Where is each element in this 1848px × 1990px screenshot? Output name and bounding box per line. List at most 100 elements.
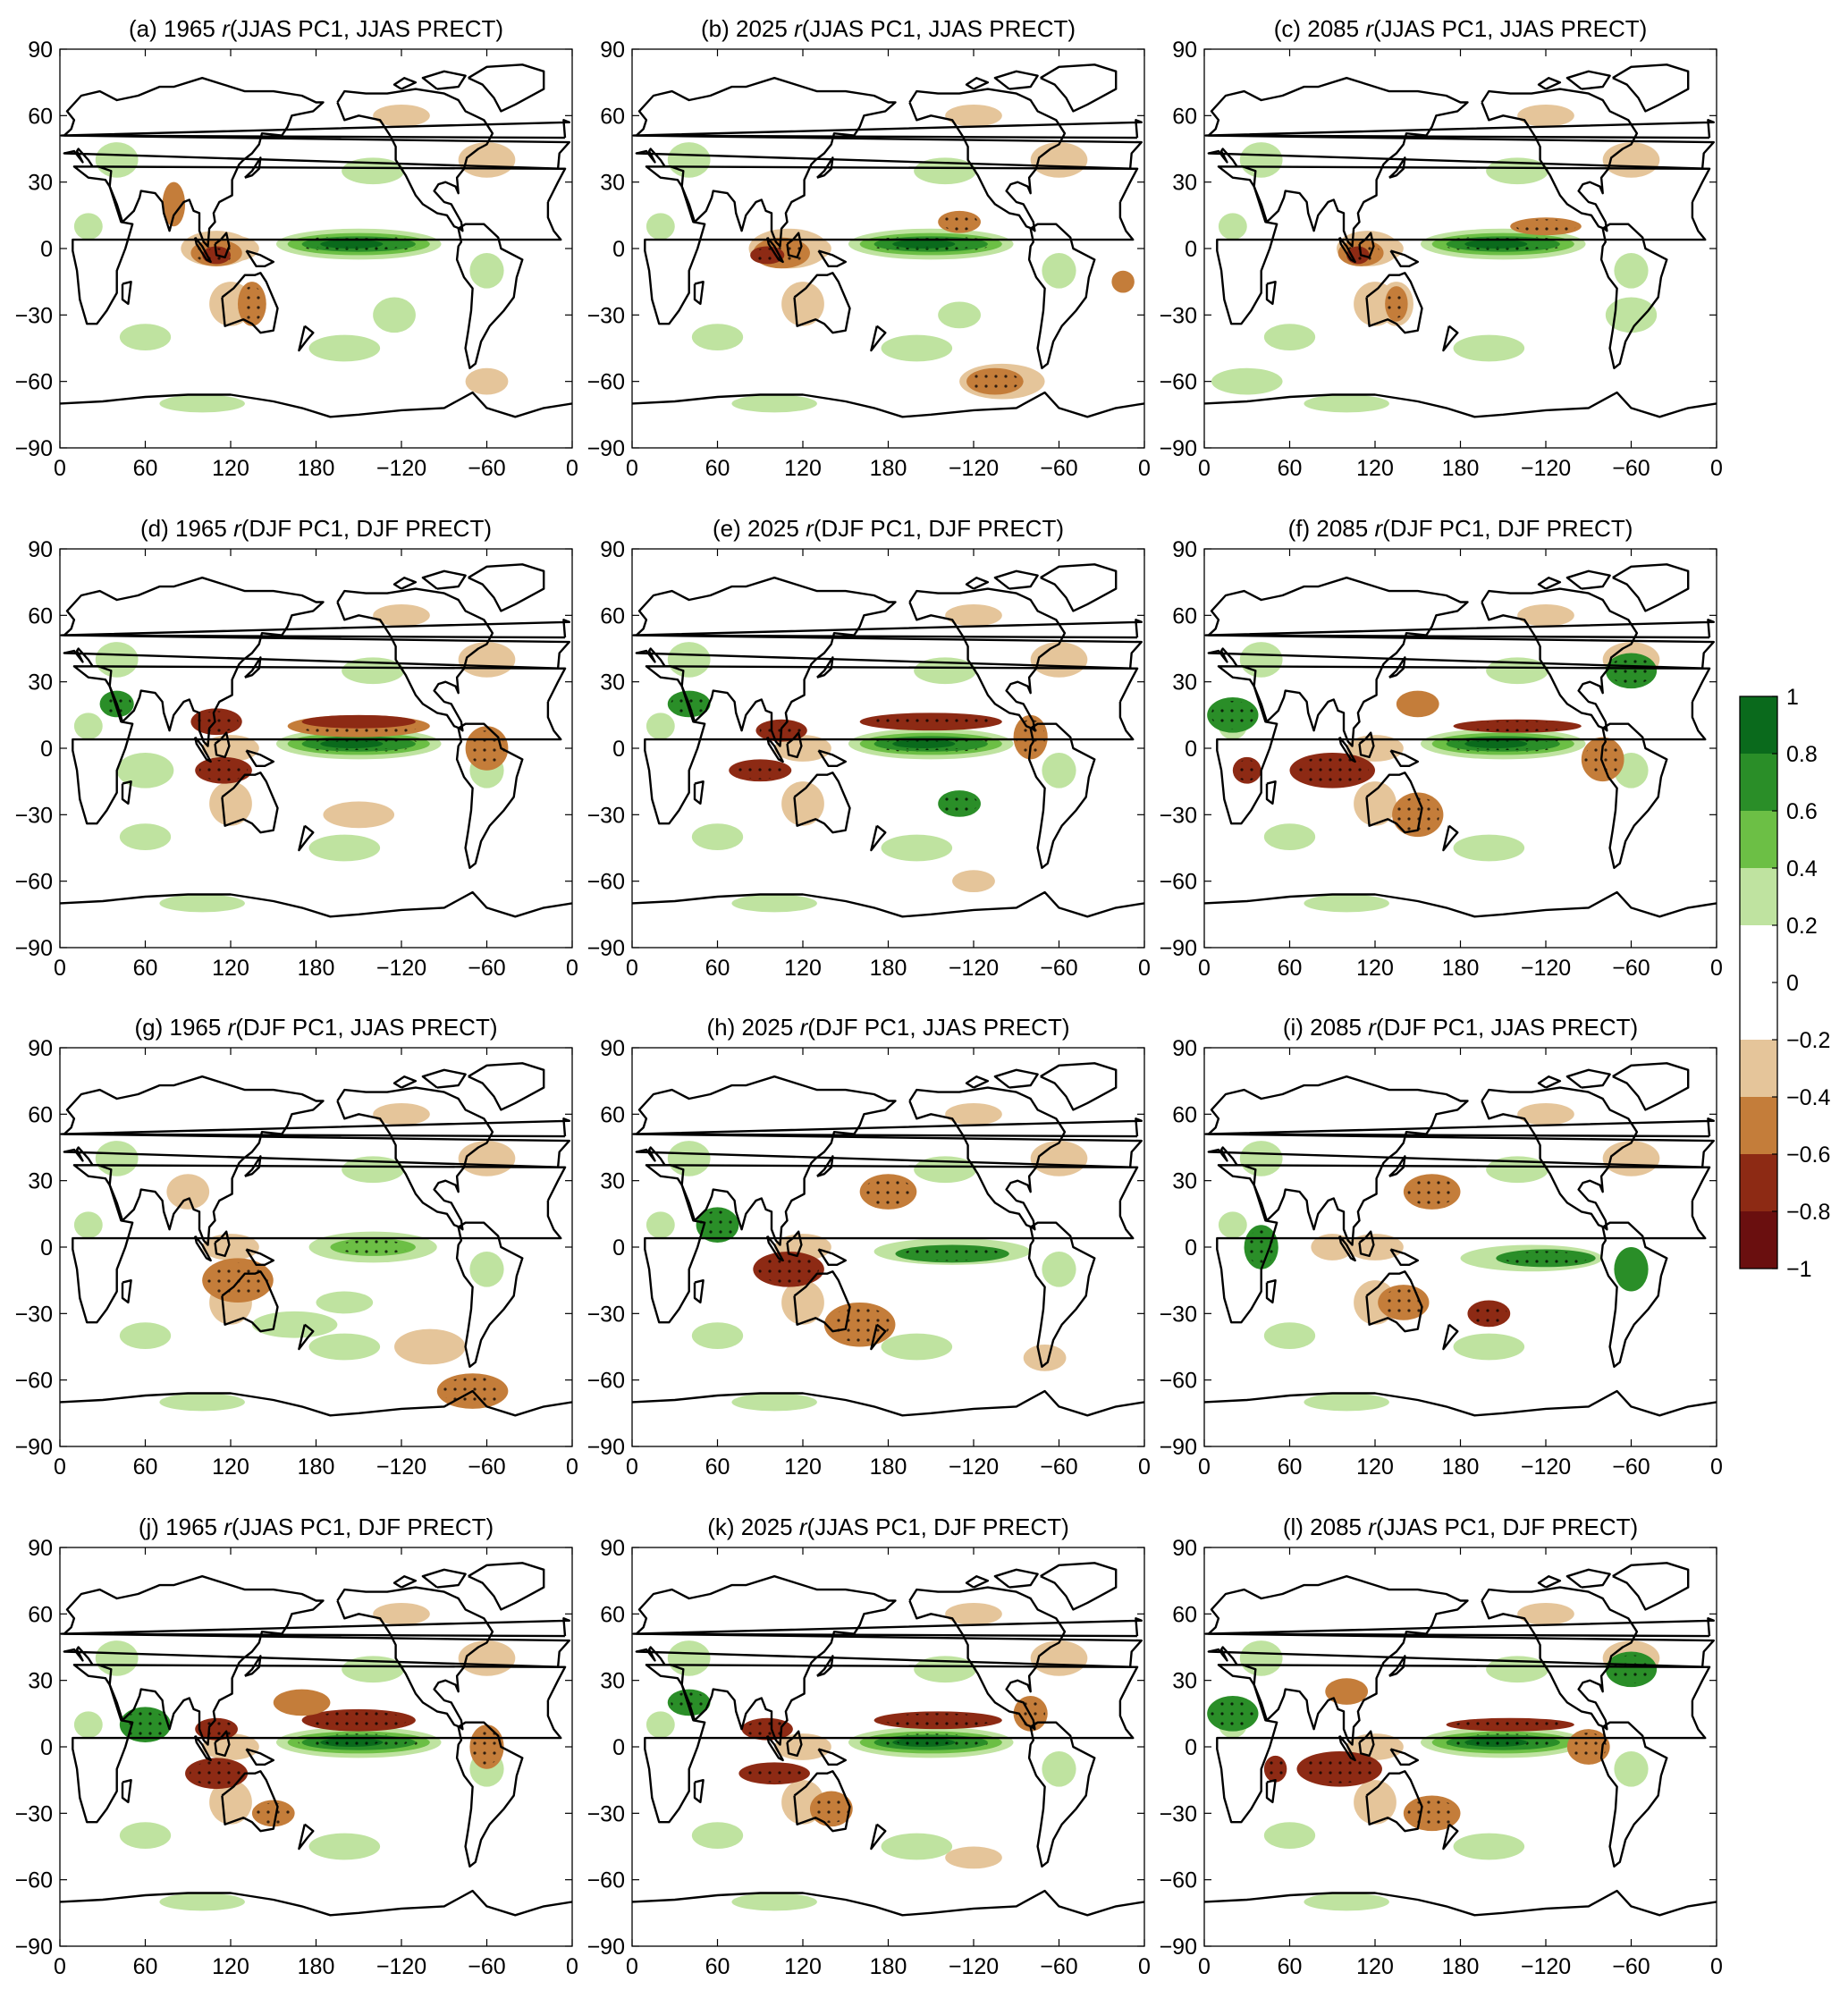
coastline [245, 249, 274, 267]
correlation-contour [119, 823, 172, 850]
coastline [1338, 736, 1356, 763]
x-tick-label: −60 [1612, 1954, 1650, 1979]
significance-stipple [325, 240, 379, 249]
x-tick-label: 0 [1138, 456, 1151, 481]
correlation-contour [308, 834, 381, 862]
significance-stipple [240, 286, 265, 322]
y-tick-label: −30 [587, 1801, 625, 1826]
correlation-contour [1453, 1833, 1525, 1860]
coastline [1204, 1117, 1715, 1138]
correlation-contour [781, 1280, 824, 1325]
correlation-contour [1517, 104, 1574, 127]
significance-stipple [123, 1710, 167, 1740]
coastline [965, 577, 990, 590]
coastline [1204, 119, 1715, 139]
correlation-contour [308, 334, 381, 362]
correlation-contour [159, 1393, 245, 1412]
y-tick-label: −30 [15, 803, 53, 828]
x-tick-label: 60 [705, 1954, 730, 1979]
y-tick-label: −60 [15, 870, 53, 895]
y-tick-label: 30 [1172, 171, 1197, 196]
coastline [63, 77, 570, 248]
coastline [214, 1730, 231, 1758]
correlation-contour [308, 1833, 381, 1860]
x-tick-label: 120 [212, 1455, 249, 1480]
y-tick-label: 0 [612, 237, 625, 262]
y-tick-label: 0 [612, 1735, 625, 1760]
colorbar-tick-label: 0.8 [1786, 742, 1818, 767]
coastline [1216, 665, 1711, 825]
y-tick-label: −60 [587, 1369, 625, 1394]
coastline [1442, 1323, 1459, 1351]
y-tick-label: 60 [1172, 104, 1197, 129]
coastline [1040, 563, 1118, 612]
significance-stipple [1515, 219, 1576, 234]
correlation-contour [1239, 142, 1283, 178]
x-tick-label: 60 [133, 1954, 158, 1979]
correlation-contour [731, 1393, 817, 1412]
x-tick-label: −60 [1612, 456, 1650, 481]
x-tick-label: 180 [870, 956, 907, 981]
y-tick-label: 30 [1172, 1669, 1197, 1694]
coastline [1204, 1889, 1717, 1917]
coastline [870, 1323, 887, 1351]
panel-args: (JJAS PC1, DJF PRECT) [807, 1514, 1069, 1540]
significance-stipple [468, 730, 505, 766]
significance-stipple [897, 740, 951, 748]
panel-title: (i) 2085 r(DJF PC1, JJAS PRECT) [1283, 1014, 1638, 1041]
panel-title: (l) 2085 r(JJAS PC1, DJF PRECT) [1283, 1514, 1638, 1540]
colorbar-band [1740, 925, 1777, 983]
significance-stipple [970, 370, 1019, 392]
coastline [793, 772, 851, 834]
panel-label: (b) [701, 15, 730, 42]
y-tick-label: 0 [612, 737, 625, 762]
significance-stipple [1246, 1229, 1276, 1265]
significance-stipple [744, 1764, 805, 1783]
coastline [221, 1270, 279, 1333]
x-tick-label: 120 [212, 956, 249, 981]
y-tick-label: −90 [1160, 1435, 1197, 1460]
correlation-contour [1325, 1678, 1369, 1705]
y-tick-label: 0 [40, 1735, 53, 1760]
coastline [72, 165, 567, 325]
coastline [1537, 77, 1562, 90]
coastline [214, 232, 231, 259]
panel-args: (JJAS PC1, DJF PRECT) [1376, 1514, 1638, 1540]
panel-title: (j) 1965 r(JJAS PC1, DJF PRECT) [139, 1514, 494, 1540]
significance-stipple [1211, 700, 1255, 729]
correlation-contour [1517, 1602, 1574, 1625]
significance-stipple [325, 1739, 379, 1747]
panel-label: (e) [713, 515, 741, 542]
coastline [1365, 1270, 1423, 1333]
correlation-contour [731, 894, 817, 913]
coastline [766, 1734, 784, 1762]
significance-stipple [207, 1262, 268, 1298]
panel-title: (d) 1965 r(DJF PC1, DJF PRECT) [140, 515, 492, 542]
coastline [244, 656, 262, 679]
panel-r-symbol: r [1374, 515, 1383, 542]
coastline [1389, 249, 1419, 267]
y-tick-label: −60 [1160, 1369, 1197, 1394]
y-tick-label: 90 [600, 1036, 625, 1061]
correlation-contour [1304, 894, 1389, 913]
coastline [817, 749, 847, 767]
significance-stipple [1471, 1303, 1507, 1325]
colorbar-tick-label: 1 [1786, 685, 1799, 710]
significance-stipple [325, 740, 379, 748]
y-tick-label: −30 [1160, 803, 1197, 828]
y-tick-label: 30 [28, 670, 53, 696]
coastline [1481, 1586, 1639, 1731]
correlation-contour [1218, 213, 1247, 240]
x-tick-label: 0 [566, 956, 578, 981]
y-tick-label: 0 [1185, 237, 1197, 262]
coastline [1207, 1575, 1715, 1746]
x-tick-label: 0 [1138, 1455, 1151, 1480]
coastline [965, 1075, 990, 1089]
significance-stipple [1211, 1699, 1255, 1728]
